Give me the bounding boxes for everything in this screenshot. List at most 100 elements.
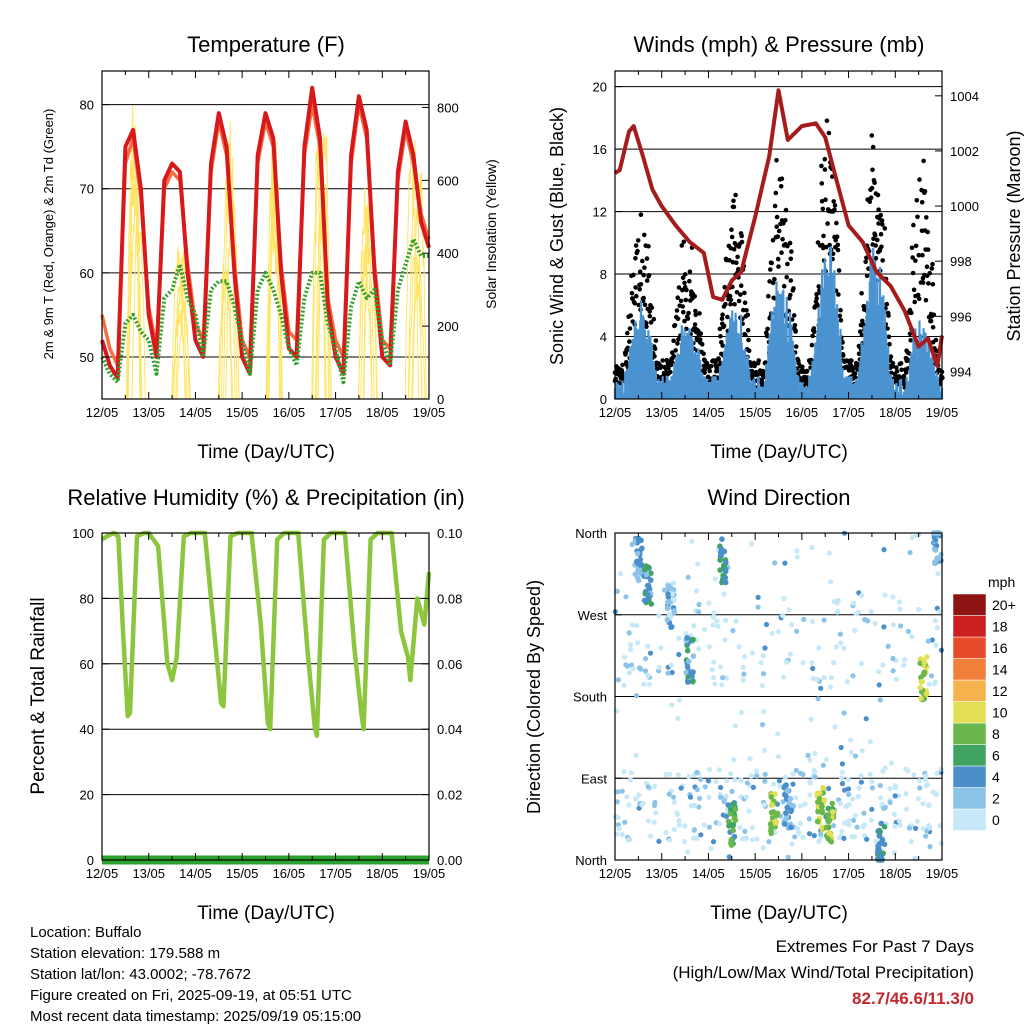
- gust-point: [759, 379, 765, 385]
- direction-point: [788, 824, 794, 831]
- direction-point: [838, 640, 844, 646]
- x-tick-label: 14/05: [179, 405, 212, 420]
- direction-point: [890, 668, 896, 674]
- direction-point: [820, 762, 826, 768]
- direction-point: [738, 709, 745, 716]
- direction-point: [694, 769, 700, 775]
- direction-point: [921, 669, 928, 675]
- gust-point: [879, 218, 885, 223]
- wind-direction-panel: Wind Direction Direction (Colored By Spe…: [524, 485, 1016, 924]
- direction-point: [669, 591, 675, 597]
- direction-point: [760, 845, 766, 851]
- gust-point: [693, 308, 698, 314]
- direction-point: [932, 547, 938, 553]
- colorbar-cell: [952, 636, 987, 659]
- direction-point: [914, 818, 921, 825]
- gust-point: [652, 353, 657, 359]
- gust-point: [672, 323, 678, 328]
- direction-point: [855, 794, 861, 800]
- direction-point: [923, 833, 929, 839]
- gust-point: [768, 267, 773, 272]
- direction-point: [798, 803, 804, 809]
- direction-point: [635, 640, 641, 646]
- x-tick-label: 15/05: [226, 405, 259, 420]
- direction-point: [809, 618, 816, 625]
- gust-point: [823, 197, 828, 202]
- direction-point: [627, 777, 634, 783]
- direction-point: [656, 664, 662, 671]
- direction-point: [834, 609, 840, 615]
- gust-point: [683, 297, 689, 303]
- direction-point: [728, 836, 735, 843]
- direction-point: [780, 674, 787, 680]
- gust-point: [838, 318, 844, 323]
- gust-point: [773, 190, 779, 196]
- direction-point: [730, 628, 736, 634]
- y-tick-label: 0: [600, 392, 607, 407]
- direction-point: [663, 829, 669, 836]
- direction-point: [917, 785, 923, 791]
- direction-point: [771, 781, 777, 787]
- gust-point: [745, 328, 751, 333]
- direction-point: [730, 821, 737, 828]
- gust-point: [646, 273, 652, 278]
- gust-point: [931, 312, 937, 318]
- direction-point: [666, 791, 672, 797]
- temperature-xlabel: Time (Day/UTC): [197, 442, 335, 463]
- gust-point: [739, 233, 744, 239]
- direction-point: [775, 731, 781, 737]
- direction-point: [829, 800, 836, 807]
- direction-point: [639, 802, 645, 808]
- direction-point: [855, 609, 862, 615]
- gust-point: [880, 222, 885, 227]
- x-tick-label: 12/05: [599, 405, 632, 420]
- gust-point: [876, 221, 881, 226]
- gust-point: [916, 296, 922, 302]
- direction-point: [690, 678, 696, 685]
- direction-point: [876, 669, 882, 675]
- gust-point: [927, 270, 932, 276]
- direction-point: [818, 831, 824, 837]
- gust-point: [734, 290, 740, 295]
- y-tick-label: 70: [80, 182, 94, 197]
- direction-point: [865, 618, 871, 624]
- direction-point: [634, 575, 641, 581]
- direction-point: [769, 802, 775, 808]
- direction-point: [820, 785, 826, 791]
- gust-point: [770, 280, 776, 286]
- direction-point: [750, 784, 757, 791]
- direction-point: [689, 538, 695, 544]
- x-tick-label: 16/05: [786, 405, 819, 420]
- direction-point: [711, 674, 717, 681]
- direction-point: [818, 685, 824, 691]
- gust-point: [815, 303, 820, 309]
- gust-point: [717, 326, 723, 332]
- gust-point: [678, 298, 684, 304]
- direction-point: [684, 635, 690, 641]
- direction-point: [669, 702, 675, 708]
- gust-point: [901, 373, 907, 379]
- gust-point: [884, 301, 890, 307]
- direction-point: [743, 794, 749, 800]
- direction-point: [664, 617, 671, 623]
- winds-axes: 12/05 13/05 14/05 15/05 16/05 17/05 18/05 19/05…: [593, 70, 979, 420]
- direction-point: [839, 769, 846, 775]
- direction-point: [892, 793, 898, 799]
- direction-point: [878, 795, 884, 801]
- gust-point: [888, 354, 894, 359]
- solar-insolation-line: [411, 255, 426, 400]
- gust-point: [928, 318, 934, 324]
- direction-point: [667, 837, 673, 843]
- y2-tick-label: 1004: [950, 89, 979, 104]
- y-tick-label: North: [575, 853, 607, 868]
- direction-point: [658, 645, 664, 651]
- direction-point: [812, 769, 818, 775]
- direction-point: [716, 767, 722, 773]
- y2-tick-label: 400: [437, 246, 459, 261]
- gust-point: [917, 177, 922, 182]
- gust-point: [644, 324, 649, 330]
- direction-point: [635, 535, 642, 542]
- gust-point: [864, 273, 870, 279]
- y2-tick-label: 600: [437, 173, 459, 188]
- direction-point: [849, 834, 855, 840]
